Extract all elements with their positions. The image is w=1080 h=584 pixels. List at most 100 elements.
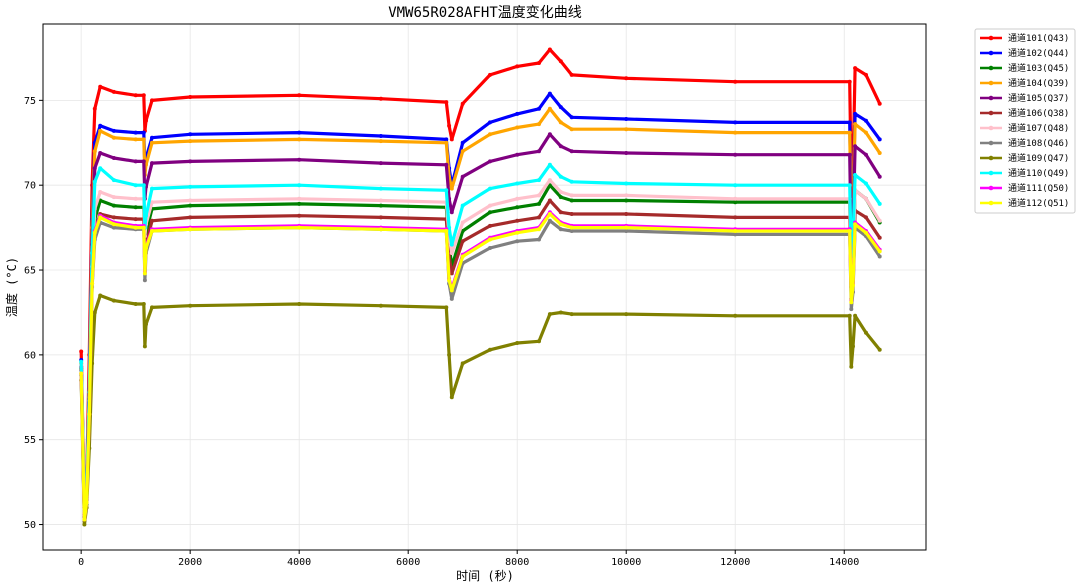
data-point: [142, 271, 147, 276]
data-point: [188, 198, 193, 203]
data-point: [144, 118, 148, 123]
data-point: [853, 313, 858, 318]
legend-item: 通道112(Q51): [980, 197, 1069, 209]
legend-item: 通道108(Q46): [980, 137, 1069, 149]
data-point: [547, 91, 552, 96]
data-point: [569, 127, 574, 132]
data-point: [849, 300, 854, 305]
series-line: [79, 210, 882, 522]
data-point: [515, 181, 520, 186]
data-point: [378, 203, 383, 208]
data-point: [297, 93, 302, 98]
data-point: [378, 227, 383, 232]
data-point: [92, 310, 97, 315]
y-axis-ticks: 50 55 60 65 70 75: [24, 96, 43, 531]
data-point: [111, 203, 116, 208]
data-point: [569, 193, 574, 198]
data-point: [847, 229, 852, 233]
series-line: [79, 212, 882, 522]
data-point: [111, 298, 116, 303]
data-point: [133, 217, 138, 222]
data-point: [569, 72, 574, 77]
data-point: [877, 174, 882, 179]
data-point: [150, 200, 154, 205]
data-point: [537, 237, 541, 242]
data-point: [297, 130, 302, 135]
data-point: [449, 271, 454, 276]
legend-marker: [988, 80, 994, 86]
data-point: [98, 128, 103, 133]
legend-marker: [988, 110, 994, 116]
data-point: [90, 281, 95, 286]
data-point: [537, 193, 541, 198]
data-point: [111, 178, 116, 183]
x-axis-ticks: 0 2000 4000 6000 8000 10000 12000 14000: [78, 550, 859, 568]
data-point: [877, 151, 882, 155]
x-tick-label: 12000: [720, 557, 750, 568]
data-point: [92, 149, 97, 154]
data-point: [547, 218, 552, 223]
y-tick-label: 50: [24, 520, 36, 531]
data-point: [547, 162, 552, 167]
data-point: [150, 186, 154, 191]
data-point: [569, 198, 574, 203]
data-point: [98, 166, 103, 171]
data-point: [733, 120, 738, 125]
x-tick-label: 2000: [178, 557, 202, 568]
series-line: [79, 132, 882, 517]
series-line: [79, 198, 882, 520]
data-point: [141, 183, 146, 188]
data-point: [141, 159, 146, 164]
x-tick-label: 6000: [396, 557, 420, 568]
data-point: [547, 198, 552, 203]
data-point: [488, 72, 492, 77]
data-point: [853, 144, 858, 149]
data-point: [111, 222, 116, 227]
legend-item: 通道106(Q38): [980, 107, 1069, 119]
series-line: [79, 47, 882, 510]
data-point: [515, 239, 520, 244]
data-point: [547, 178, 552, 183]
data-point: [79, 371, 84, 376]
data-point: [444, 140, 449, 145]
data-point: [449, 210, 454, 215]
data-point: [98, 123, 103, 128]
data-point: [188, 227, 193, 232]
data-point: [733, 183, 738, 188]
data-point: [144, 246, 148, 250]
series-8: [79, 218, 882, 524]
data-point: [150, 218, 154, 223]
data-point: [733, 152, 738, 157]
data-point: [111, 128, 116, 133]
data-point: [515, 111, 520, 116]
series-5: [79, 132, 882, 517]
data-point: [444, 137, 449, 142]
data-point: [460, 254, 465, 259]
y-tick-label: 55: [24, 435, 36, 446]
x-tick-label: 8000: [505, 557, 529, 568]
data-point: [111, 215, 116, 220]
legend-item: 通道107(Q48): [980, 122, 1069, 134]
data-point: [537, 61, 541, 65]
data-point: [447, 278, 452, 283]
data-point: [378, 198, 383, 203]
data-point: [488, 159, 492, 164]
data-point: [142, 344, 147, 349]
data-point: [569, 225, 574, 230]
y-tick-label: 65: [24, 266, 36, 277]
legend-label: 通道108(Q46): [1008, 137, 1069, 149]
data-point: [460, 149, 465, 154]
data-point: [378, 186, 383, 191]
data-point: [488, 237, 492, 242]
data-point: [537, 122, 541, 127]
data-point: [82, 522, 87, 527]
data-point: [188, 159, 193, 164]
legend-item: 通道104(Q39): [980, 77, 1069, 89]
data-point: [624, 76, 629, 81]
legend-label: 通道112(Q51): [1008, 197, 1069, 209]
data-point: [188, 184, 193, 189]
data-point: [460, 174, 465, 179]
data-point: [558, 190, 563, 194]
data-point: [851, 344, 855, 349]
legend-item: 通道109(Q47): [980, 152, 1069, 164]
